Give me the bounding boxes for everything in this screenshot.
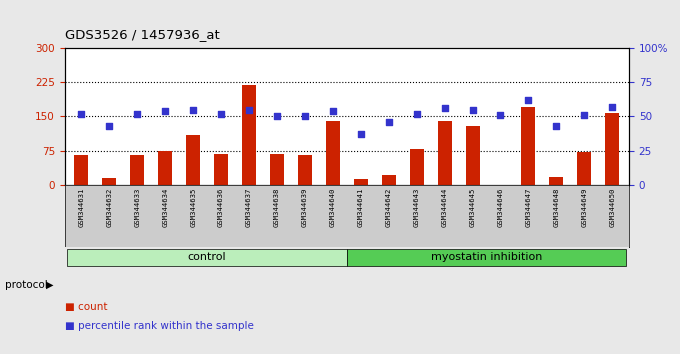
Text: GSM344640: GSM344640 bbox=[330, 188, 336, 227]
Bar bbox=[74, 155, 88, 185]
Text: control: control bbox=[188, 252, 226, 262]
Text: GSM344635: GSM344635 bbox=[190, 188, 196, 227]
Text: GSM344642: GSM344642 bbox=[386, 188, 392, 227]
Text: GSM344637: GSM344637 bbox=[246, 188, 252, 227]
Point bbox=[411, 111, 422, 116]
Point bbox=[132, 111, 143, 116]
Text: GSM344647: GSM344647 bbox=[526, 188, 531, 227]
Text: GSM344634: GSM344634 bbox=[163, 188, 168, 227]
Point bbox=[216, 111, 226, 116]
Bar bbox=[186, 135, 200, 185]
Bar bbox=[326, 121, 340, 185]
Text: GSM344631: GSM344631 bbox=[78, 188, 84, 227]
Bar bbox=[347, 249, 626, 266]
Point bbox=[271, 114, 282, 119]
Bar bbox=[270, 154, 284, 185]
Text: GDS3526 / 1457936_at: GDS3526 / 1457936_at bbox=[65, 28, 220, 41]
Point bbox=[327, 108, 338, 114]
Point bbox=[579, 112, 590, 118]
Bar bbox=[102, 178, 116, 185]
Text: ■ count: ■ count bbox=[65, 302, 107, 312]
Point bbox=[299, 114, 310, 119]
Point bbox=[523, 97, 534, 103]
Text: GSM344636: GSM344636 bbox=[218, 188, 224, 227]
Text: myostatin inhibition: myostatin inhibition bbox=[431, 252, 542, 262]
Bar bbox=[242, 85, 256, 185]
Text: GSM344633: GSM344633 bbox=[134, 188, 140, 227]
Point bbox=[607, 104, 617, 110]
Text: GSM344638: GSM344638 bbox=[274, 188, 280, 227]
Bar bbox=[605, 113, 619, 185]
Point bbox=[243, 107, 254, 112]
Text: GSM344643: GSM344643 bbox=[413, 188, 420, 227]
Bar bbox=[354, 179, 368, 185]
Point bbox=[160, 108, 171, 114]
Bar bbox=[298, 155, 312, 185]
Text: GSM344645: GSM344645 bbox=[469, 188, 475, 227]
Point bbox=[551, 123, 562, 129]
Bar bbox=[214, 154, 228, 185]
Text: GSM344644: GSM344644 bbox=[441, 188, 447, 227]
Bar bbox=[577, 152, 592, 185]
Text: ▶: ▶ bbox=[46, 280, 54, 290]
Point bbox=[495, 112, 506, 118]
Bar bbox=[522, 107, 535, 185]
Point bbox=[467, 107, 478, 112]
Point bbox=[356, 131, 367, 137]
Text: GSM344639: GSM344639 bbox=[302, 188, 308, 227]
Text: GSM344641: GSM344641 bbox=[358, 188, 364, 227]
Point bbox=[104, 123, 115, 129]
Bar bbox=[67, 249, 347, 266]
Text: ■ percentile rank within the sample: ■ percentile rank within the sample bbox=[65, 321, 254, 331]
Point bbox=[76, 111, 87, 116]
Text: GSM344650: GSM344650 bbox=[609, 188, 615, 227]
Bar bbox=[549, 177, 563, 185]
Bar bbox=[409, 149, 424, 185]
Text: GSM344649: GSM344649 bbox=[581, 188, 588, 227]
Text: GSM344646: GSM344646 bbox=[498, 188, 503, 227]
Text: GSM344632: GSM344632 bbox=[106, 188, 112, 227]
Bar bbox=[381, 175, 396, 185]
Text: protocol: protocol bbox=[5, 280, 48, 290]
Text: GSM344648: GSM344648 bbox=[554, 188, 560, 227]
Bar bbox=[438, 121, 452, 185]
Point bbox=[188, 107, 199, 112]
Point bbox=[439, 105, 450, 111]
Bar bbox=[158, 151, 172, 185]
Bar bbox=[466, 126, 479, 185]
Point bbox=[384, 119, 394, 125]
Bar bbox=[131, 155, 144, 185]
